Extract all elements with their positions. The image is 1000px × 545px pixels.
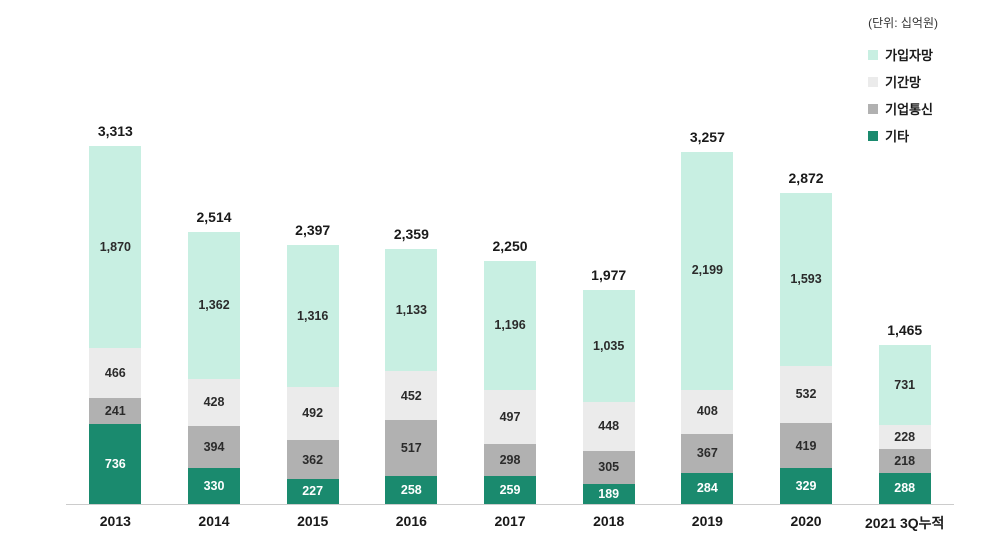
bar-segment: 448 bbox=[582, 402, 635, 451]
x-axis-labels: 2013 2014 2015 2016 2017 2018 2019 2020 2021 3Q누… bbox=[66, 513, 954, 533]
legend-swatch-icon bbox=[868, 130, 879, 141]
total-label: 2,250 bbox=[492, 237, 528, 254]
bar-segment: 466 bbox=[89, 347, 142, 399]
bar-segment: 408 bbox=[681, 389, 734, 434]
bar-segment: 517 bbox=[385, 420, 438, 477]
category-label: 2016 bbox=[395, 513, 427, 529]
total-label: 2,872 bbox=[788, 170, 824, 187]
total-label: 1,977 bbox=[591, 267, 627, 284]
bar-segment: 259 bbox=[484, 476, 537, 504]
bar-column: 2,250 1,196 497 298 259 bbox=[461, 238, 560, 504]
bar-segment: 1,362 bbox=[188, 232, 240, 380]
stacked-bar: 1,196 497 298 259 bbox=[484, 260, 537, 504]
category-label: 2013 bbox=[99, 513, 131, 529]
legend-label: 기타 bbox=[885, 129, 910, 144]
bar-segment: 1,316 bbox=[286, 244, 339, 388]
bar-segment: 428 bbox=[188, 379, 240, 426]
bar-segment: 330 bbox=[188, 468, 240, 504]
bar-segment: 1,035 bbox=[582, 290, 635, 403]
category-label: 2017 bbox=[494, 513, 526, 529]
bar-segment: 241 bbox=[89, 398, 142, 425]
bar-segment: 1,133 bbox=[385, 248, 438, 372]
legend-label: 기간망 bbox=[885, 75, 922, 90]
legend-label: 기업통신 bbox=[885, 102, 933, 117]
chart-plot: 3,313 1,870 466 241 736 2,514 1,362 428 394 330 2,… bbox=[66, 60, 954, 505]
bar-segment: 305 bbox=[582, 450, 635, 484]
stacked-bar: 1,035 448 305 189 bbox=[582, 290, 635, 504]
bar-column: 2,872 1,593 532 419 329 bbox=[757, 170, 856, 504]
bar-segment: 2,199 bbox=[681, 151, 734, 390]
bar-segment: 228 bbox=[878, 424, 931, 450]
total-label: 2,514 bbox=[196, 209, 232, 226]
legend-item: 가입자망 bbox=[868, 45, 933, 64]
category-label: 2018 bbox=[593, 513, 625, 529]
stacked-bar: 1,870 466 241 736 bbox=[89, 145, 142, 504]
total-label: 2,359 bbox=[393, 225, 429, 242]
bar-segment: 367 bbox=[681, 433, 734, 474]
bar-segment: 284 bbox=[681, 473, 734, 504]
legend-item: 기업통신 bbox=[868, 99, 933, 118]
bar-segment: 298 bbox=[484, 443, 537, 476]
unit-label: (단위: 십억원) bbox=[868, 16, 938, 30]
bar-column: 1,977 1,035 448 305 189 bbox=[559, 267, 658, 504]
category-label: 2021 3Q누적 bbox=[864, 515, 945, 531]
bar-segment: 419 bbox=[780, 423, 833, 469]
total-label: 3,313 bbox=[97, 122, 133, 139]
bar-segment: 532 bbox=[780, 365, 833, 424]
total-label: 1,465 bbox=[887, 322, 923, 339]
category-label: 2019 bbox=[691, 513, 723, 529]
legend-swatch-icon bbox=[868, 49, 879, 60]
legend-item: 기간망 bbox=[868, 72, 921, 91]
stacked-bar: 1,362 428 394 330 bbox=[188, 232, 240, 504]
bar-segment: 731 bbox=[878, 345, 931, 425]
bar-column: 1,465 731 228 218 288 bbox=[855, 322, 954, 504]
category-label: 2020 bbox=[790, 513, 822, 529]
bar-segment: 394 bbox=[188, 425, 240, 469]
bar-segment: 288 bbox=[878, 472, 931, 504]
bar-segment: 1,196 bbox=[484, 260, 537, 391]
bar-segment: 492 bbox=[286, 387, 339, 441]
legend-item: 기타 bbox=[868, 126, 909, 145]
category-label: 2015 bbox=[297, 513, 329, 529]
stacked-bar: 1,593 532 419 329 bbox=[780, 193, 833, 504]
bar-segment: 329 bbox=[780, 468, 833, 504]
bar-segment: 736 bbox=[89, 424, 142, 504]
stacked-bar: 1,133 452 517 258 bbox=[385, 248, 438, 504]
total-label: 2,397 bbox=[295, 221, 331, 238]
total-label: 3,257 bbox=[689, 128, 725, 145]
bar-segment: 362 bbox=[286, 440, 339, 480]
bar-segment: 189 bbox=[582, 483, 635, 504]
stacked-bar: 731 228 218 288 bbox=[878, 345, 931, 504]
bar-column: 3,257 2,199 408 367 284 bbox=[658, 129, 757, 504]
stacked-bar: 1,316 492 362 227 bbox=[286, 244, 339, 504]
bar-column: 2,359 1,133 452 517 258 bbox=[362, 226, 461, 504]
bar-segment: 258 bbox=[385, 476, 438, 504]
bar-column: 2,397 1,316 492 362 227 bbox=[263, 222, 362, 504]
bar-segment: 1,593 bbox=[780, 193, 833, 366]
legend-swatch-icon bbox=[868, 76, 879, 87]
bar-segment: 452 bbox=[385, 371, 438, 421]
category-label: 2014 bbox=[198, 513, 230, 529]
bar-column: 3,313 1,870 466 241 736 bbox=[66, 123, 165, 504]
stacked-bar: 2,199 408 367 284 bbox=[681, 151, 734, 504]
bar-segment: 218 bbox=[878, 449, 931, 473]
bar-segment: 1,870 bbox=[89, 145, 142, 348]
bar-column: 2,514 1,362 428 394 330 bbox=[165, 209, 264, 504]
legend-swatch-icon bbox=[868, 103, 879, 114]
legend-label: 가입자망 bbox=[885, 48, 933, 63]
bar-segment: 497 bbox=[484, 390, 537, 444]
bar-segment: 227 bbox=[286, 479, 339, 504]
